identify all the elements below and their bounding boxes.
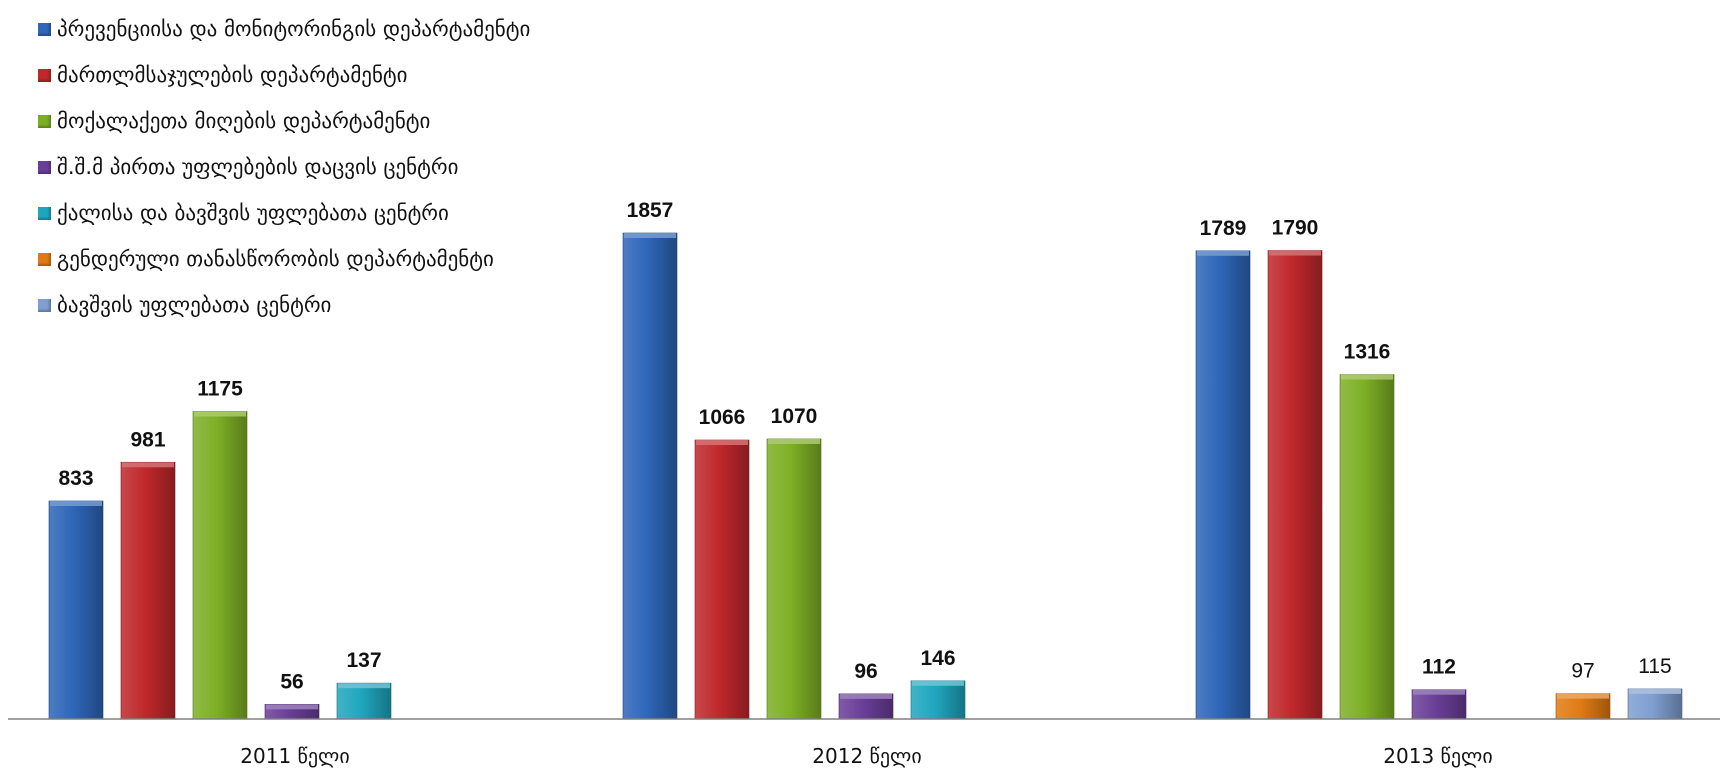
bar-top-bevel	[840, 693, 892, 699]
bar-top-bevel	[1269, 250, 1321, 256]
bar	[336, 682, 392, 720]
category-label: 2013 წელი	[1383, 744, 1492, 768]
bar-top-bevel	[696, 440, 748, 446]
value-label: 96	[854, 660, 877, 683]
category-label: 2012 წელი	[812, 744, 921, 768]
bar-top-bevel	[338, 683, 390, 689]
legend-label: პრევენციისა და მონიტორინგის დეპარტამენტი	[57, 17, 531, 41]
legend-item: მოქალაქეთა მიღების დეპარტამენტი	[38, 98, 530, 144]
legend-item: ქალისა და ბავშვის უფლებათა ცენტრი	[38, 190, 530, 236]
bar	[766, 438, 822, 720]
bar-top-bevel	[1341, 374, 1393, 380]
value-label: 1857	[627, 199, 674, 222]
bar-top-bevel	[1197, 250, 1249, 256]
bar	[622, 232, 678, 720]
legend-swatch	[38, 114, 51, 128]
legend-label: ბავშვის უფლებათა ცენტრი	[57, 293, 332, 317]
bar-top-bevel	[912, 680, 964, 686]
legend-item: პრევენციისა და მონიტორინგის დეპარტამენტი	[38, 6, 530, 52]
legend-item: მართლმსაჯულების დეპარტამენტი	[38, 52, 530, 98]
legend-swatch	[38, 298, 51, 312]
legend-item: გენდერული თანასწორობის დეპარტამენტი	[38, 236, 530, 282]
value-label: 1790	[1272, 217, 1319, 240]
bar-top-bevel	[768, 438, 820, 444]
bar-top-bevel	[122, 462, 174, 468]
value-labels-group: 833 981 1175 56 137 1857 1066 1070 96 146 1789 1790…	[58, 199, 1671, 693]
bar-top-bevel	[1413, 689, 1465, 695]
bar	[48, 500, 104, 720]
legend-swatch	[38, 160, 51, 174]
value-label: 1066	[699, 406, 746, 429]
value-label: 1316	[1344, 341, 1391, 364]
bar	[910, 680, 966, 720]
category-labels-group: 2011 წელი 2012 წელი 2013 წელი	[240, 744, 1492, 768]
value-label: 1175	[197, 377, 243, 400]
legend-swatch	[38, 68, 51, 82]
value-label: 112	[1422, 656, 1456, 679]
legend-swatch	[38, 22, 51, 36]
legend-label: გენდერული თანასწორობის დეპარტამენტი	[57, 247, 494, 271]
legend: პრევენციისა და მონიტორინგის დეპარტამენტი…	[38, 6, 530, 328]
bar-top-bevel	[50, 500, 102, 506]
legend-label: ქალისა და ბავშვის უფლებათა ცენტრი	[57, 201, 449, 225]
bar	[694, 439, 750, 720]
value-label: 97	[1571, 660, 1594, 683]
legend-label: მართლმსაჯულების დეპარტამენტი	[57, 63, 408, 87]
value-label: 56	[280, 670, 303, 693]
bar-top-bevel	[624, 233, 676, 238]
value-label: 137	[346, 649, 381, 672]
legend-swatch	[38, 206, 51, 220]
value-label: 146	[920, 647, 955, 670]
bar	[120, 461, 176, 720]
bar-top-bevel	[266, 704, 318, 710]
bar-top-bevel	[1557, 693, 1609, 699]
value-label: 1070	[771, 405, 818, 428]
legend-swatch	[38, 252, 51, 266]
legend-item: ბავშვის უფლებათა ცენტრი	[38, 282, 530, 328]
bars-group	[48, 232, 1683, 720]
bar-top-bevel	[1629, 688, 1681, 694]
legend-label: შ.შ.მ პირთა უფლებების დაცვის ცენტრი	[57, 155, 459, 179]
legend-item: შ.შ.მ პირთა უფლებების დაცვის ცენტრი	[38, 144, 530, 190]
legend-label: მოქალაქეთა მიღების დეპარტამენტი	[57, 109, 431, 133]
bar	[1195, 250, 1251, 720]
bar-top-bevel	[194, 411, 246, 417]
bar	[1627, 688, 1683, 720]
bar	[1339, 374, 1395, 720]
value-label: 833	[58, 467, 93, 490]
value-label: 115	[1638, 655, 1671, 678]
category-label: 2011 წელი	[240, 744, 349, 768]
value-label: 981	[130, 428, 165, 451]
bar	[1267, 250, 1323, 720]
value-label: 1789	[1200, 217, 1247, 240]
bar	[192, 411, 248, 720]
